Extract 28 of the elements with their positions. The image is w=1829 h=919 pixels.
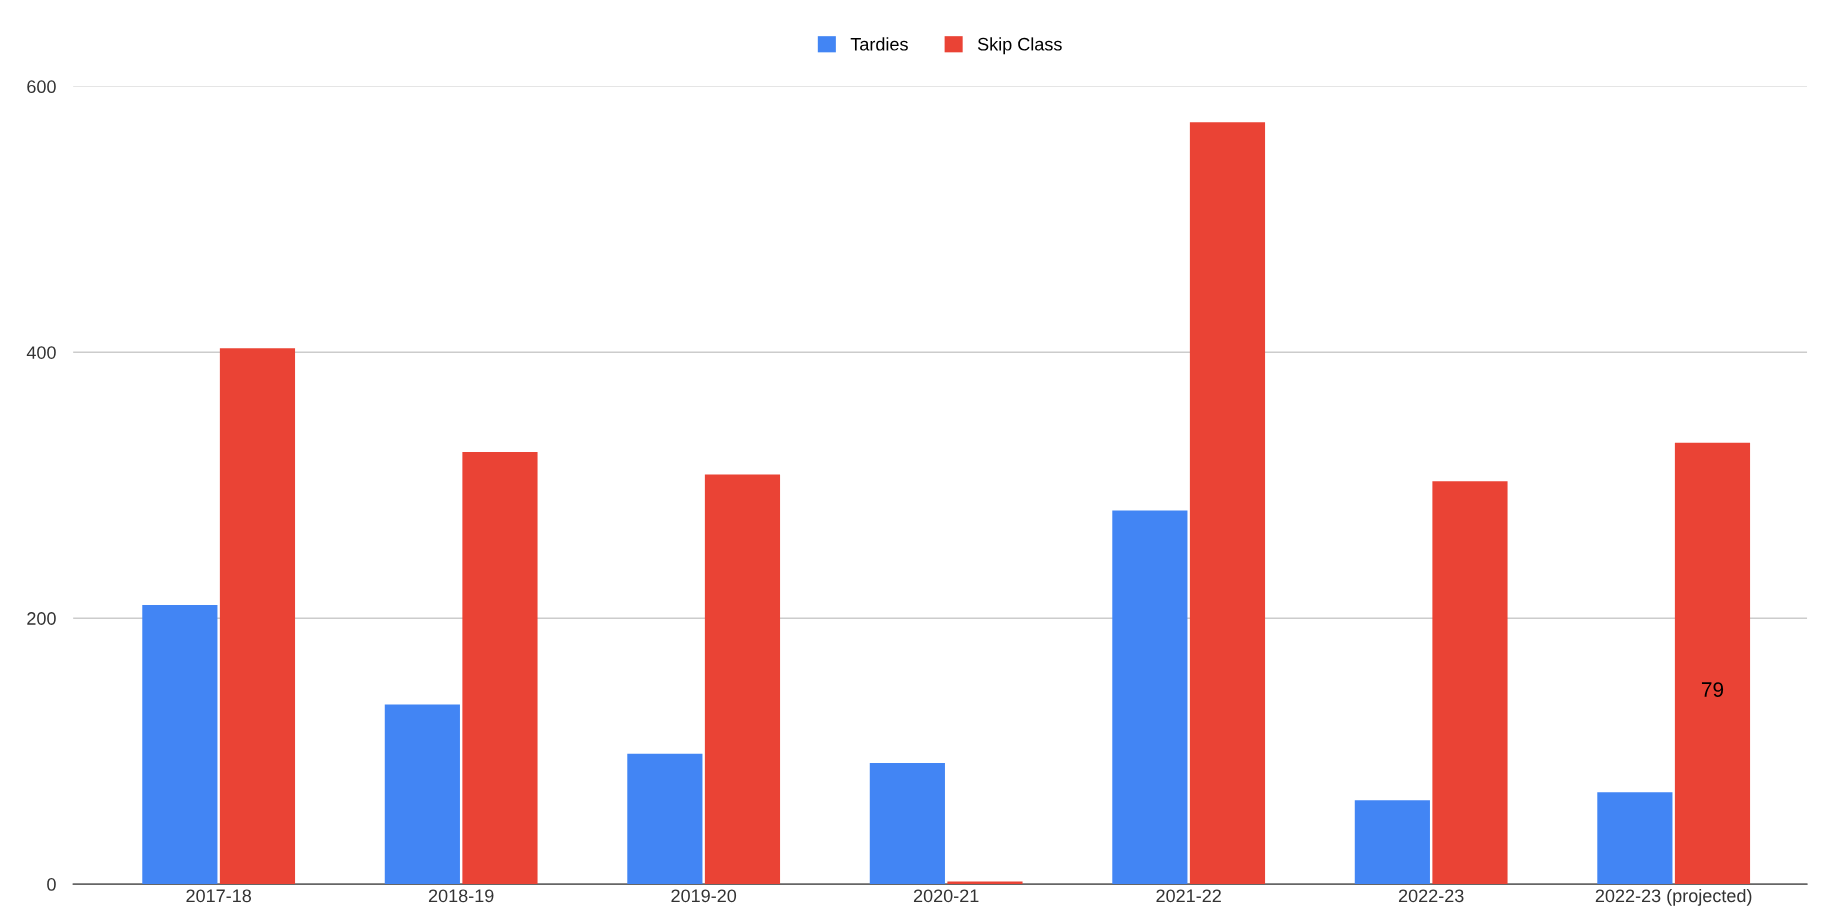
bar — [1112, 510, 1188, 885]
bar — [1189, 122, 1266, 885]
bar — [462, 451, 538, 885]
bar — [1432, 481, 1508, 885]
x-tick-label: 2017-18 — [186, 889, 252, 903]
y-tick-label: 400 — [26, 346, 56, 359]
bar — [704, 474, 781, 885]
y-tick-label: 600 — [27, 80, 56, 94]
y-tick-label: 0 — [47, 878, 56, 891]
bar — [384, 704, 460, 885]
bar — [219, 348, 296, 885]
x-tick-label: 2018-19 — [428, 889, 494, 903]
bar — [1674, 442, 1751, 885]
bar — [1354, 800, 1430, 885]
x-tick-label: 2022-23 — [1398, 889, 1464, 903]
legend-label: Tardies — [850, 37, 908, 51]
legend-label: Skip Class — [977, 37, 1062, 55]
annotation: 79 — [1701, 682, 1724, 697]
bar — [947, 881, 1023, 885]
y-tick-label: 200 — [27, 612, 56, 625]
bar — [627, 753, 703, 885]
x-tick-label: 2021-22 — [1156, 889, 1221, 903]
x-tick-label: 2020-21 — [913, 889, 979, 903]
x-tick-label: 2019-20 — [671, 889, 737, 903]
bar — [869, 763, 945, 885]
x-tick-label: 2022-23 (projected) — [1595, 888, 1752, 906]
bar — [142, 604, 218, 885]
bar — [1597, 792, 1673, 885]
